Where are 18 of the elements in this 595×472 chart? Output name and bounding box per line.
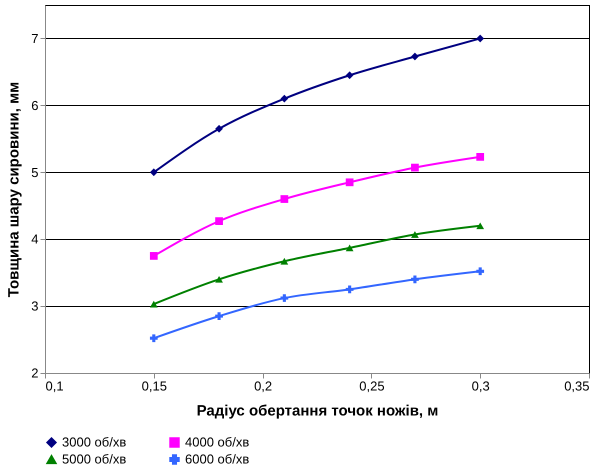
legend-label: 6000 об/хв bbox=[185, 452, 250, 466]
legend-label: 3000 об/хв bbox=[62, 434, 126, 450]
y-tick-label: 4 bbox=[31, 232, 38, 247]
x-tick-label: 0,25 bbox=[359, 378, 385, 394]
x-axis-title: Радіус обертання точок ножів, м bbox=[196, 402, 438, 420]
legend-label: 4000 об/хв bbox=[185, 434, 250, 450]
legend-label: 5000 об/хв bbox=[62, 452, 126, 466]
x-tick-label: 0,1 bbox=[46, 378, 64, 394]
y-tick-label: 6 bbox=[31, 98, 38, 113]
y-tick-label: 3 bbox=[31, 298, 38, 314]
y-tick-label: 2 bbox=[31, 366, 38, 380]
y-axis-title: Товщина шару сировини, мм bbox=[5, 82, 22, 298]
y-tick-label: 5 bbox=[31, 164, 38, 180]
x-tick-label: 0,2 bbox=[254, 378, 272, 394]
x-tick-label: 0,3 bbox=[472, 378, 490, 394]
x-tick-label: 0,15 bbox=[142, 378, 167, 394]
y-tick-label: 7 bbox=[31, 30, 38, 46]
x-tick-label: 0,35 bbox=[564, 378, 590, 394]
